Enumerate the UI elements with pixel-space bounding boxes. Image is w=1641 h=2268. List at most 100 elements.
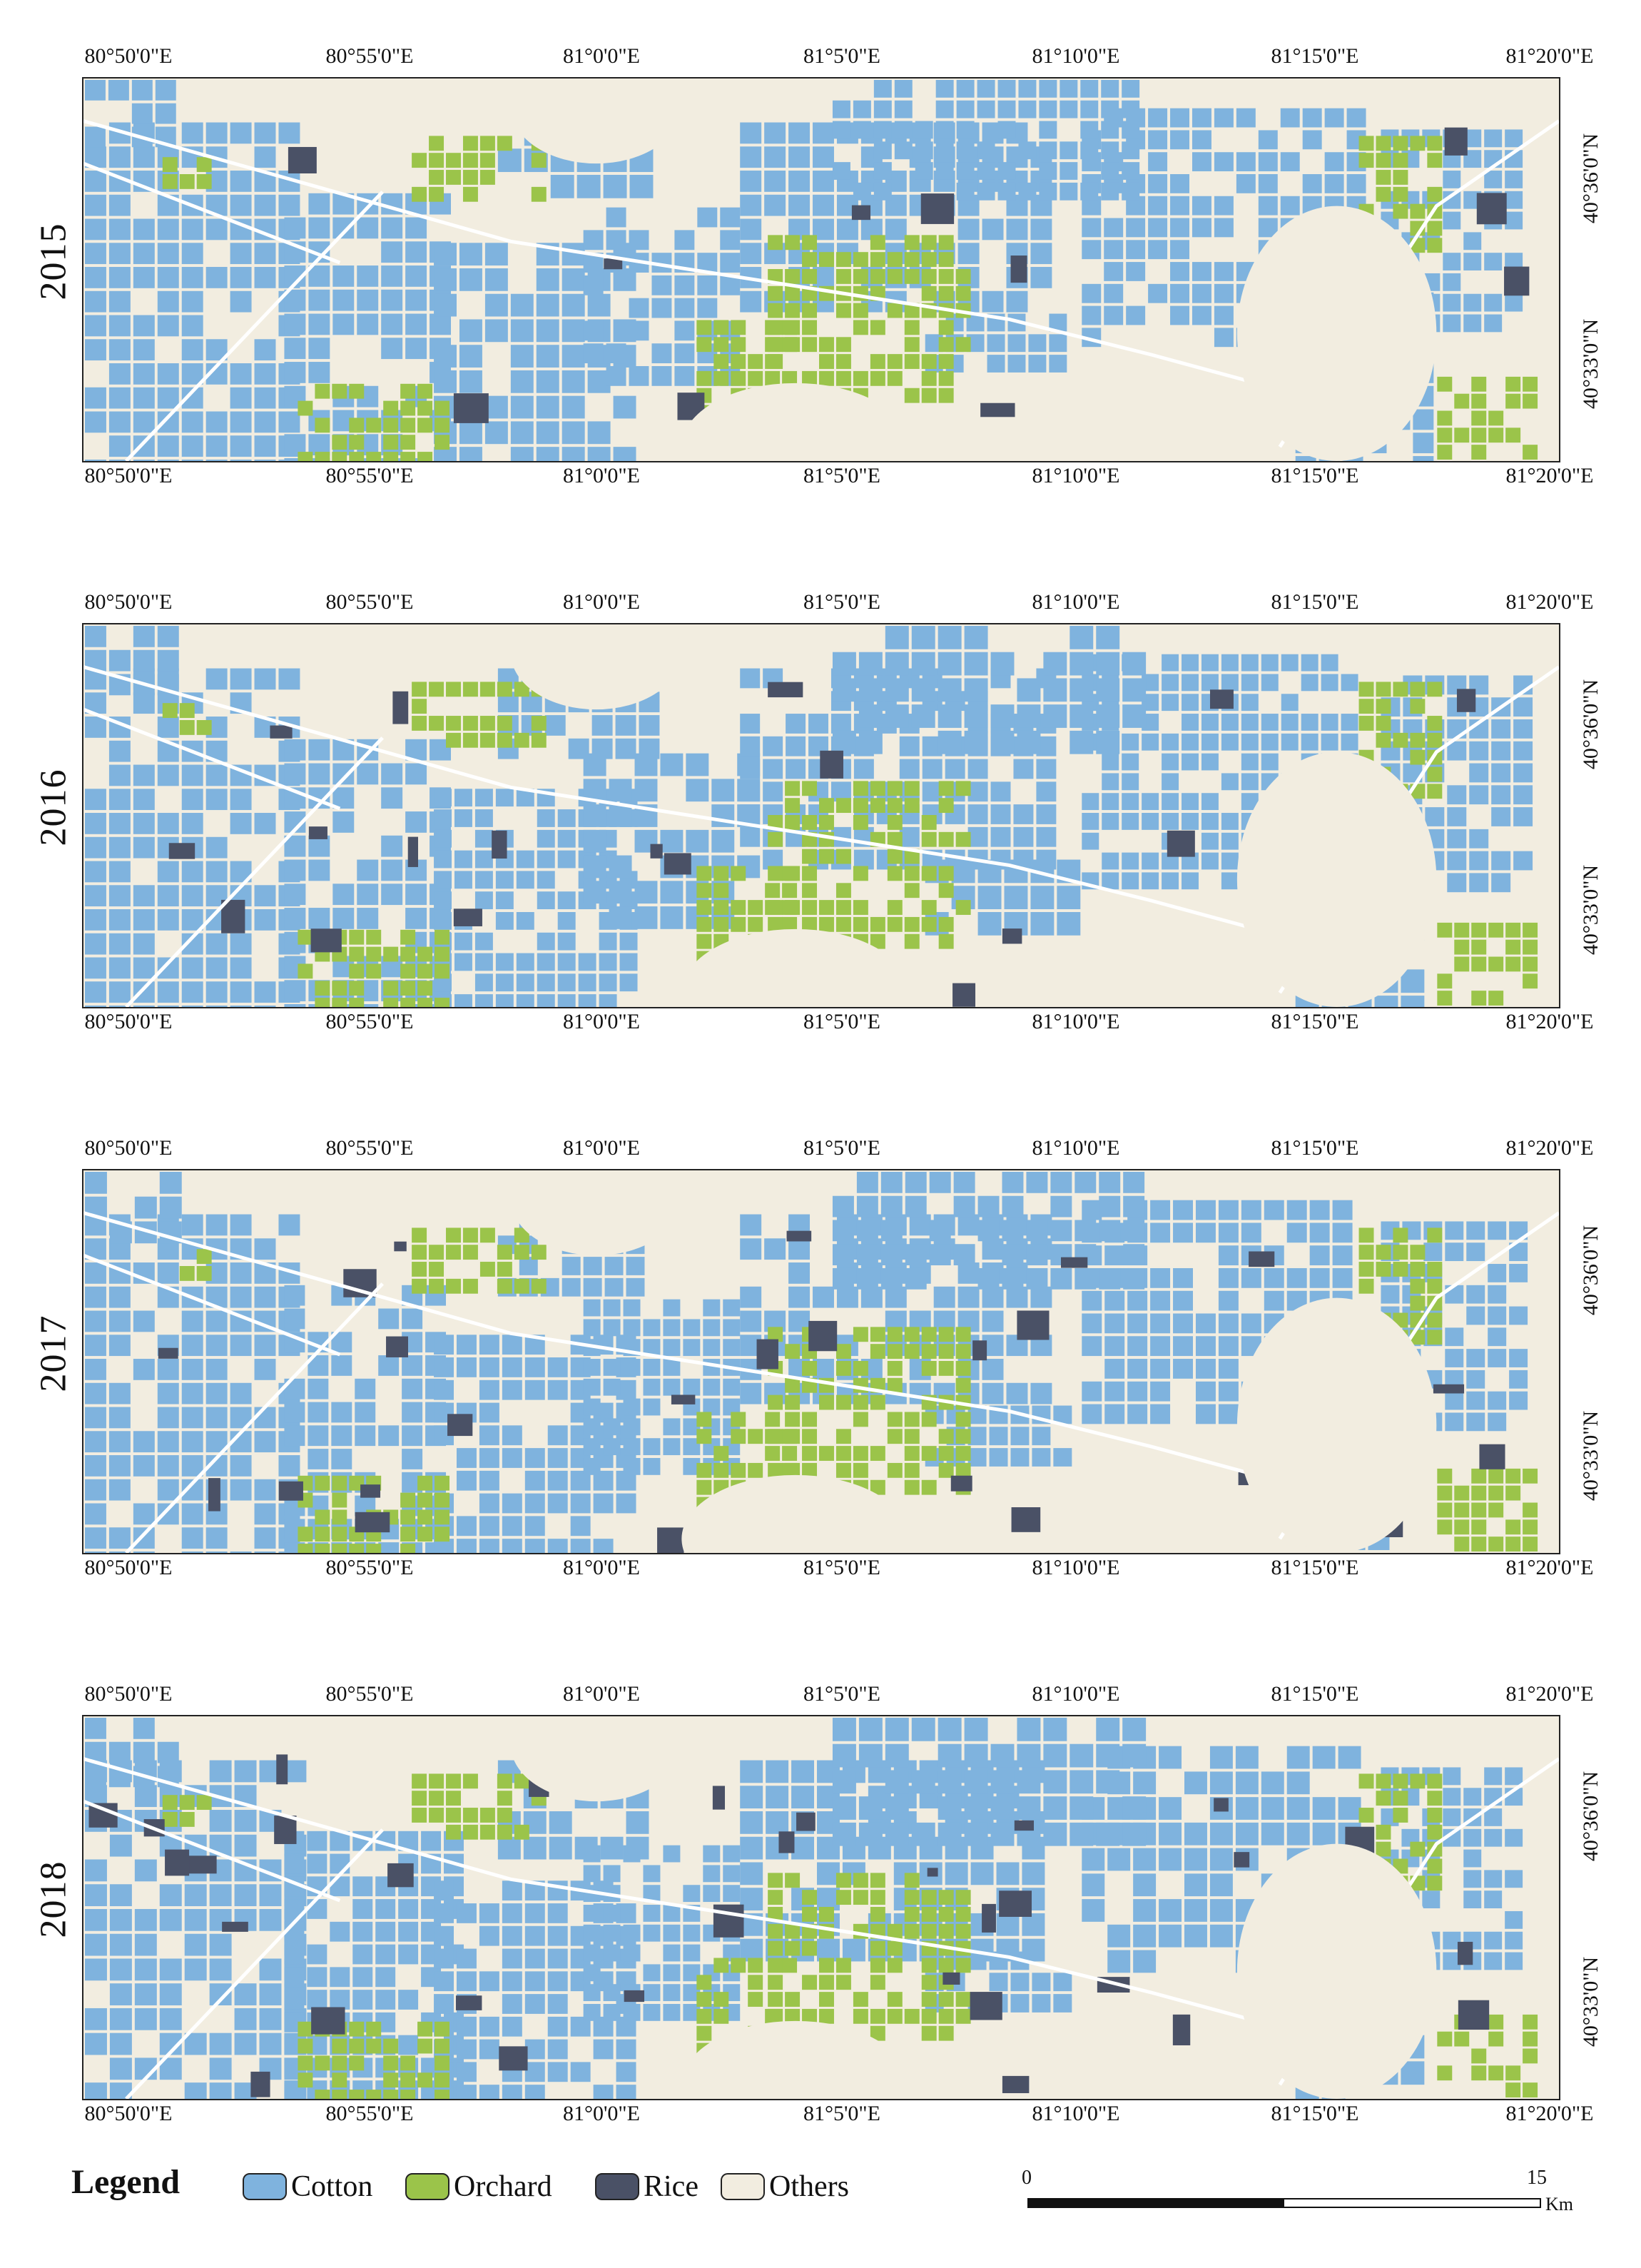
longitude-tick-label: 81°0'0"E	[563, 1556, 640, 1579]
cotton-region	[434, 1335, 636, 1553]
others-region	[510, 624, 1437, 1007]
legend-label: Others	[769, 2170, 849, 2203]
longitude-tick-label: 80°50'0"E	[84, 464, 173, 487]
longitude-tick-label: 81°10'0"E	[1032, 1010, 1120, 1033]
scale-bar: 0 15 Km	[1022, 2162, 1573, 2234]
longitude-tick-label: 81°10'0"E	[1032, 464, 1120, 487]
longitude-tick-label: 81°10'0"E	[1032, 44, 1120, 68]
longitude-tick-label: 81°5'0"E	[803, 2102, 880, 2125]
latitude-tick-label: 40°36'0"N	[1570, 100, 1612, 257]
rice-swatch	[595, 2173, 639, 2200]
longitude-tick-label: 80°50'0"E	[84, 1682, 173, 1706]
road-network	[83, 119, 1559, 461]
latitude-tick-label: 40°33'0"N	[1570, 1923, 1612, 2080]
cotton-swatch	[243, 2173, 287, 2200]
latitude-tick-text: 40°36'0"N	[1579, 1225, 1603, 1316]
latitude-tick-text: 40°33'0"N	[1579, 1956, 1603, 2047]
longitude-tick-label: 81°15'0"E	[1271, 464, 1359, 487]
longitude-tick-label: 80°55'0"E	[325, 1010, 414, 1033]
longitude-tick-label: 80°55'0"E	[325, 1556, 414, 1579]
longitude-tick-label: 81°15'0"E	[1271, 1136, 1359, 1160]
longitude-tick-label: 80°50'0"E	[84, 590, 173, 614]
scale-bar-graphic	[1027, 2198, 1541, 2208]
year-label-text: 2017	[33, 1315, 74, 1392]
longitude-tick-label: 81°15'0"E	[1271, 44, 1359, 68]
longitude-tick-label: 81°5'0"E	[803, 1010, 880, 1033]
others-swatch	[721, 2173, 765, 2200]
land-cover-map-2018	[82, 1715, 1560, 2100]
latitude-tick-label: 40°36'0"N	[1570, 646, 1612, 803]
longitude-tick-label: 81°20'0"E	[1505, 1136, 1594, 1160]
orchard-swatch	[405, 2173, 449, 2200]
longitude-tick-label: 81°0'0"E	[563, 1010, 640, 1033]
longitude-tick-label: 80°55'0"E	[325, 464, 414, 487]
year-label: 2015	[14, 69, 93, 454]
latitude-tick-label: 40°33'0"N	[1570, 285, 1612, 442]
longitude-tick-label: 80°55'0"E	[325, 1136, 414, 1160]
longitude-tick-label: 81°5'0"E	[803, 1556, 880, 1579]
land-cover-map-2015	[82, 77, 1560, 462]
longitude-tick-label: 80°55'0"E	[325, 590, 414, 614]
road-network	[83, 665, 1559, 1007]
map-panel-2015: 2015 80°50'0"E 80°50'0"E 80°55'0"E 80°55'0"E…	[0, 0, 1641, 487]
longitude-tick-label: 80°50'0"E	[84, 1556, 173, 1579]
legend-label: Cotton	[291, 2170, 373, 2203]
longitude-tick-label: 81°5'0"E	[803, 464, 880, 487]
land-cover-map-2016	[82, 623, 1560, 1008]
legend-item-others: Others	[721, 2170, 849, 2204]
year-label-text: 2016	[33, 769, 74, 846]
scale-unit-label: Km	[1545, 2194, 1573, 2214]
longitude-tick-label: 81°20'0"E	[1505, 2102, 1594, 2125]
cotton-region	[583, 1299, 741, 1475]
latitude-tick-text: 40°36'0"N	[1579, 1771, 1603, 1862]
map-panel-2017: 2017 80°50'0"E 80°50'0"E 80°55'0"E 80°55'0"E…	[0, 1092, 1641, 1579]
latitude-tick-text: 40°33'0"N	[1579, 864, 1603, 956]
longitude-tick-label: 81°20'0"E	[1505, 1010, 1594, 1033]
longitude-tick-label: 80°55'0"E	[325, 2102, 414, 2125]
legend-title: Legend	[71, 2163, 181, 2201]
longitude-tick-label: 80°55'0"E	[325, 44, 414, 68]
longitude-tick-label: 81°0'0"E	[563, 464, 640, 487]
longitude-tick-label: 81°15'0"E	[1271, 1010, 1359, 1033]
cotton-region	[583, 1845, 741, 2021]
legend-label: Orchard	[454, 2170, 552, 2203]
longitude-tick-label: 81°0'0"E	[563, 1136, 640, 1160]
longitude-tick-label: 80°55'0"E	[325, 1682, 414, 1706]
land-cover-map-2017	[82, 1169, 1560, 1554]
year-label: 2016	[14, 614, 93, 1000]
year-label-text: 2018	[33, 1861, 74, 1938]
latitude-tick-text: 40°33'0"N	[1579, 318, 1603, 410]
cotton-region	[84, 122, 300, 461]
year-label-text: 2015	[33, 223, 74, 300]
longitude-tick-label: 81°0'0"E	[563, 2102, 640, 2125]
others-region	[510, 1170, 1437, 1553]
longitude-tick-label: 81°20'0"E	[1505, 1556, 1594, 1579]
longitude-tick-label: 81°20'0"E	[1505, 1682, 1594, 1706]
scale-end-label: 15	[1527, 2167, 1547, 2189]
legend-label: Rice	[644, 2170, 698, 2203]
longitude-tick-label: 81°15'0"E	[1271, 1556, 1359, 1579]
latitude-tick-label: 40°36'0"N	[1570, 1192, 1612, 1349]
cotton-region	[832, 1717, 1147, 1846]
cotton-region	[832, 79, 1140, 201]
longitude-tick-label: 81°10'0"E	[1032, 1136, 1120, 1160]
longitude-tick-label: 81°10'0"E	[1032, 1682, 1120, 1706]
others-region	[510, 79, 1437, 461]
longitude-tick-label: 81°10'0"E	[1032, 590, 1120, 614]
longitude-tick-label: 80°50'0"E	[84, 44, 173, 68]
cotton-region	[832, 625, 1147, 754]
rice-region	[168, 682, 1476, 1007]
cotton-region	[832, 1171, 1145, 1290]
latitude-tick-text: 40°36'0"N	[1579, 679, 1603, 770]
legend: Legend Cotton Orchard Rice Others 0 15 K…	[0, 2148, 1641, 2234]
longitude-tick-label: 80°50'0"E	[84, 1010, 173, 1033]
longitude-tick-label: 80°50'0"E	[84, 2102, 173, 2125]
cotton-region	[84, 1214, 300, 1553]
legend-item-orchard: Orchard	[405, 2170, 552, 2204]
longitude-tick-label: 81°0'0"E	[563, 1682, 640, 1706]
longitude-tick-label: 81°15'0"E	[1271, 590, 1359, 614]
cotton-region	[434, 243, 636, 461]
latitude-tick-text: 40°33'0"N	[1579, 1410, 1603, 1502]
year-label: 2017	[14, 1160, 93, 1546]
longitude-tick-label: 81°15'0"E	[1271, 2102, 1359, 2125]
